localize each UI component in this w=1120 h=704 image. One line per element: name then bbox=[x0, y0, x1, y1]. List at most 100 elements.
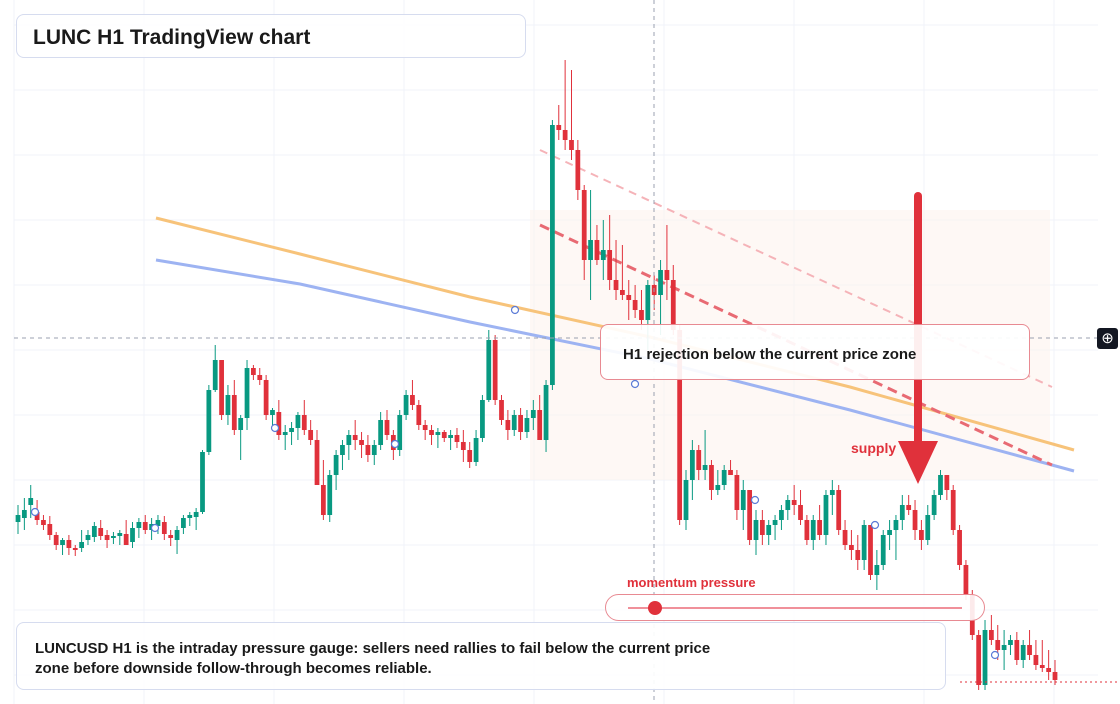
candle-body bbox=[721, 470, 727, 485]
candle-body bbox=[276, 412, 282, 435]
candle-body bbox=[931, 495, 937, 515]
candle bbox=[79, 530, 85, 552]
candle-body bbox=[1001, 645, 1007, 650]
candle bbox=[136, 518, 142, 538]
candle-body bbox=[658, 270, 663, 295]
candle-body bbox=[938, 475, 943, 495]
candle bbox=[696, 445, 702, 480]
candle bbox=[314, 430, 320, 485]
candle-body bbox=[352, 435, 358, 440]
candle-body bbox=[47, 524, 53, 535]
candle bbox=[683, 470, 689, 530]
candle-body bbox=[200, 452, 205, 512]
candle-body bbox=[473, 438, 479, 462]
candle-body bbox=[747, 490, 753, 540]
candle-body bbox=[98, 528, 104, 536]
candle bbox=[91, 522, 97, 542]
candle bbox=[1020, 640, 1026, 668]
candle-body bbox=[212, 360, 218, 390]
candle bbox=[53, 532, 59, 550]
candle-body bbox=[1039, 665, 1045, 668]
candle bbox=[893, 515, 899, 560]
candle bbox=[206, 385, 212, 455]
candle bbox=[60, 538, 65, 555]
candle-body bbox=[308, 430, 314, 440]
candle bbox=[715, 470, 721, 495]
candle-body bbox=[403, 395, 409, 415]
candle bbox=[919, 520, 924, 550]
candle-body bbox=[1027, 645, 1032, 655]
candle-body bbox=[868, 525, 873, 575]
momentum-knob[interactable] bbox=[647, 601, 662, 615]
candle-body bbox=[785, 500, 791, 510]
candle bbox=[161, 516, 167, 540]
candle bbox=[1039, 640, 1045, 672]
candle bbox=[772, 515, 778, 540]
candle bbox=[499, 395, 504, 425]
candle bbox=[333, 450, 339, 490]
candle bbox=[511, 410, 517, 436]
trend-line bbox=[539, 223, 1053, 467]
candle bbox=[664, 225, 670, 300]
candle bbox=[480, 395, 485, 442]
candle-body bbox=[887, 530, 892, 535]
candle-body bbox=[435, 432, 441, 435]
candle bbox=[41, 515, 46, 530]
candle-body bbox=[429, 430, 434, 435]
candle bbox=[28, 485, 34, 518]
candle-body bbox=[530, 410, 536, 418]
candle-body bbox=[142, 522, 148, 530]
candle-body bbox=[575, 150, 581, 190]
candle-body bbox=[231, 395, 237, 430]
candle bbox=[72, 545, 78, 556]
candle bbox=[957, 525, 962, 570]
candle-body bbox=[1033, 655, 1039, 665]
candle-body bbox=[670, 280, 676, 330]
candles-group bbox=[15, 60, 1058, 690]
candle-body bbox=[1014, 640, 1020, 660]
candle bbox=[728, 460, 733, 475]
candle bbox=[130, 522, 135, 548]
candle-body bbox=[632, 300, 638, 310]
candle-body bbox=[798, 505, 803, 520]
candle bbox=[950, 485, 956, 535]
candle-body bbox=[193, 512, 199, 517]
candle bbox=[200, 450, 205, 514]
candle-body bbox=[480, 400, 485, 438]
candle bbox=[613, 240, 619, 300]
candle-body bbox=[829, 490, 835, 495]
candle bbox=[868, 525, 873, 580]
candle-body bbox=[550, 125, 555, 385]
candle-body bbox=[874, 565, 880, 575]
candle-body bbox=[944, 475, 950, 490]
candle-body bbox=[995, 640, 1001, 650]
candle bbox=[251, 365, 256, 380]
candle-body bbox=[327, 475, 333, 515]
candle-body bbox=[620, 290, 625, 295]
candle-body bbox=[988, 630, 994, 640]
signal-marker bbox=[750, 495, 760, 505]
candle-body bbox=[728, 470, 733, 475]
crosshair-plus-icon[interactable]: ⊕ bbox=[1097, 328, 1118, 349]
candle-body bbox=[753, 520, 759, 540]
candle-body bbox=[467, 450, 473, 462]
candle-body bbox=[263, 380, 269, 415]
candle bbox=[85, 530, 91, 545]
candle bbox=[448, 430, 453, 450]
candle-body bbox=[365, 445, 371, 455]
supply-label: supply bbox=[851, 440, 897, 456]
candle bbox=[899, 495, 905, 530]
candle-body bbox=[295, 415, 301, 428]
momentum-gauge[interactable] bbox=[605, 594, 985, 621]
candle-body bbox=[422, 425, 428, 430]
candle bbox=[575, 140, 581, 200]
candle bbox=[1046, 650, 1052, 680]
candle-body bbox=[34, 512, 40, 520]
candle-body bbox=[410, 395, 415, 405]
candle bbox=[429, 425, 434, 445]
candle-body bbox=[588, 240, 593, 260]
candle bbox=[486, 330, 492, 402]
candle-body bbox=[976, 635, 982, 685]
candle-body bbox=[607, 250, 613, 280]
candle bbox=[931, 490, 937, 520]
